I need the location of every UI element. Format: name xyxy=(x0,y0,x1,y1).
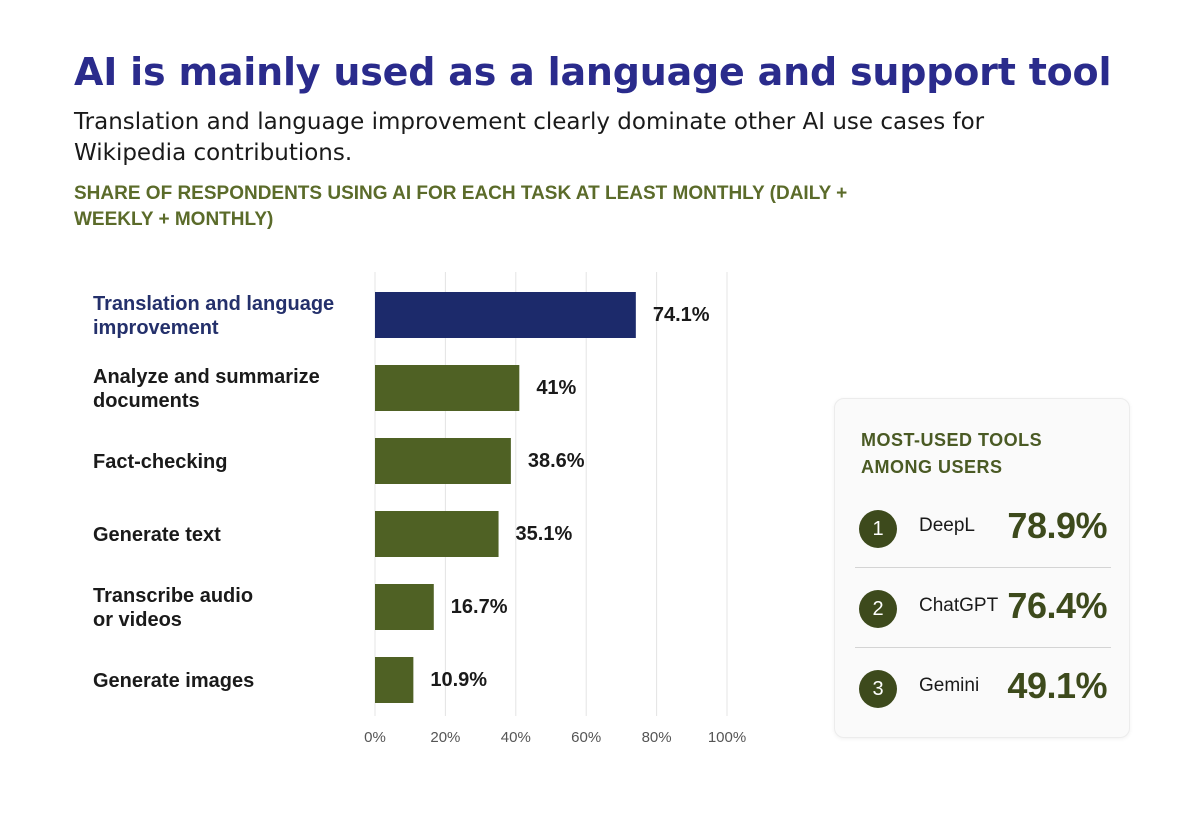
rank-badge: 3 xyxy=(859,670,897,708)
tool-row-gemini: 3 Gemini 49.1% xyxy=(857,659,1109,719)
rank-badge: 1 xyxy=(859,510,897,548)
x-tick-label: 100% xyxy=(708,729,746,746)
category-label-line: Generate text xyxy=(93,524,221,546)
tool-row-deepl: 1 DeepL 78.9% xyxy=(857,499,1109,559)
category-label-line: Fact-checking xyxy=(93,451,227,473)
category-label: Fact-checking xyxy=(93,451,227,473)
chart-heading: SHARE OF RESPONDENTS USING AI FOR EACH T… xyxy=(74,183,848,230)
bar-value-label: 16.7% xyxy=(451,596,508,618)
tool-divider xyxy=(855,647,1111,648)
tool-name: Gemini xyxy=(919,675,980,696)
tool-percent: 76.4% xyxy=(1007,585,1107,626)
bar xyxy=(375,511,499,557)
category-label: Generate images xyxy=(93,670,254,692)
category-label-line: documents xyxy=(93,390,200,412)
tool-row-chatgpt: 2 ChatGPT 76.4% xyxy=(857,579,1109,639)
page-subtitle: Translation and language improvement cle… xyxy=(74,109,985,166)
category-label: Analyze and summarize documents xyxy=(93,366,320,412)
tool-percent: 78.9% xyxy=(1007,505,1107,546)
bar xyxy=(375,292,636,338)
bar xyxy=(375,657,414,703)
x-tick-label: 0% xyxy=(364,729,386,746)
x-tick-label: 20% xyxy=(430,729,460,746)
bar-value-label: 38.6% xyxy=(528,450,585,472)
category-label: Translation and language improvement xyxy=(93,293,334,339)
bar xyxy=(375,438,511,484)
page-title: AI is mainly used as a language and supp… xyxy=(74,50,1112,94)
bar-value-label: 10.9% xyxy=(430,669,487,691)
bar xyxy=(375,584,434,630)
category-label-line: Generate images xyxy=(93,670,254,692)
bar xyxy=(375,365,520,411)
x-tick-label: 40% xyxy=(501,729,531,746)
tool-name: DeepL xyxy=(919,515,975,536)
x-tick-label: 60% xyxy=(571,729,601,746)
category-label-line: Translation and language xyxy=(93,293,334,315)
tools-card-title: MOST-USED TOOLS AMONG USERS xyxy=(861,430,1043,477)
category-label: Generate text xyxy=(93,524,221,546)
most-used-tools-card: MOST-USED TOOLS AMONG USERS 1 DeepL 78.9… xyxy=(834,398,1130,738)
rank-badge: 2 xyxy=(859,590,897,628)
tool-divider xyxy=(855,567,1111,568)
bar-value-label: 35.1% xyxy=(516,523,573,545)
bar-value-label: 41% xyxy=(536,377,576,399)
tool-name: ChatGPT xyxy=(919,595,999,616)
category-label: Transcribe audio or videos xyxy=(93,585,253,631)
category-label-line: improvement xyxy=(93,317,219,339)
category-label-line: Analyze and summarize xyxy=(93,366,320,388)
x-tick-label: 80% xyxy=(642,729,672,746)
tool-percent: 49.1% xyxy=(1007,665,1107,706)
bar-value-label: 74.1% xyxy=(653,304,710,326)
category-label-line: or videos xyxy=(93,609,182,631)
category-label-line: Transcribe audio xyxy=(93,585,253,607)
